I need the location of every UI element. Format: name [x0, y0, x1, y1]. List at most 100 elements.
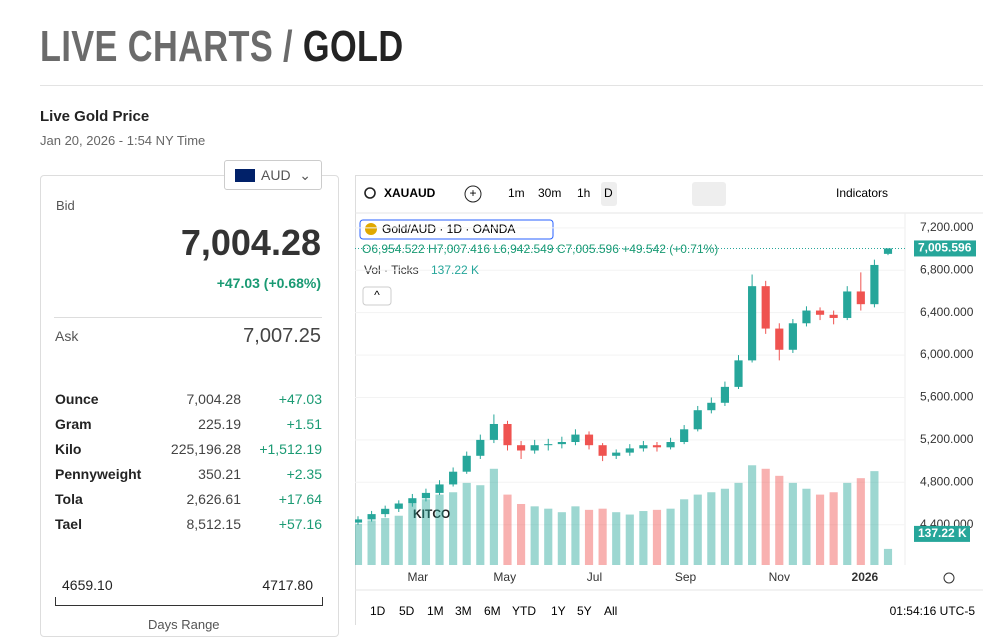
volume-bar	[870, 471, 878, 565]
interval[interactable]: 1m	[508, 186, 525, 200]
x-tick-label: May	[493, 570, 516, 584]
volume-bar	[653, 510, 661, 565]
volume-bar	[721, 489, 729, 565]
interval[interactable]: D	[604, 186, 613, 200]
unit-change: +1.51	[287, 416, 322, 432]
clock: 01:54:16 UTC-5	[890, 604, 976, 618]
candle-body	[748, 286, 756, 360]
volume-bar	[368, 520, 376, 565]
currency: AUD	[261, 167, 291, 183]
candle-body	[571, 435, 579, 442]
range-button[interactable]: 6M	[484, 604, 501, 618]
candle-body	[680, 429, 688, 442]
symbol[interactable]: XAUAUD	[384, 186, 436, 200]
volume-bar	[435, 495, 443, 565]
candle-body	[857, 291, 865, 304]
volume-bar	[707, 492, 715, 565]
range-button[interactable]: 5Y	[577, 604, 592, 618]
candle-body	[612, 453, 620, 456]
bid-label: Bid	[56, 198, 75, 213]
settings-icon[interactable]	[944, 573, 954, 583]
y-tick-label: 6,400.000	[920, 305, 974, 319]
gold-icon	[365, 223, 377, 235]
volume-bar	[503, 495, 511, 565]
candle-body	[395, 504, 403, 509]
volume-bar	[517, 504, 525, 565]
add-plus: +	[469, 186, 476, 200]
candle-body	[721, 387, 729, 403]
volume-bar	[408, 504, 416, 565]
interval[interactable]: 1h	[577, 186, 590, 200]
title-part: GOLD	[303, 22, 404, 71]
volume-bar	[355, 524, 362, 565]
candle-body	[368, 514, 376, 519]
ohlc: O6,954.522 H7,007.416 L6,942.549 C7,005.…	[362, 242, 718, 256]
unit-change: +1,512.19	[259, 441, 322, 457]
unit-name: Kilo	[55, 441, 81, 457]
unit-name: Pennyweight	[55, 466, 141, 482]
volume-bar	[449, 492, 457, 565]
range-button[interactable]: 1Y	[551, 604, 566, 618]
volume-bar	[666, 509, 674, 565]
divider	[40, 85, 983, 86]
range-high: 4717.80	[262, 577, 313, 593]
candle-body	[789, 323, 797, 350]
volume-bar	[802, 489, 810, 565]
volume-bar	[422, 499, 430, 565]
unit-price: 2,626.61	[187, 491, 242, 507]
volume-bar	[884, 549, 892, 565]
x-tick-label: Jul	[587, 570, 602, 584]
candle-body	[707, 403, 715, 410]
watermark: KITCO	[413, 507, 450, 521]
chart: XAUAUD + Indicators Gold/AUD · 1D · OAND…	[355, 175, 983, 625]
range-button[interactable]: 1M	[427, 604, 444, 618]
volume-bar	[558, 512, 566, 565]
candle-body	[830, 315, 838, 318]
candle-body	[544, 444, 552, 445]
candle-body	[694, 410, 702, 429]
candle-type-bg[interactable]	[692, 182, 726, 206]
x-tick-label: 2026	[852, 570, 879, 584]
range-button[interactable]: 5D	[399, 604, 415, 618]
candle-body	[816, 311, 824, 315]
volume-bar	[544, 509, 552, 565]
series-name: Gold/AUD · 1D · OANDA	[382, 222, 515, 236]
divider	[54, 317, 322, 318]
y-tick-label: 6,000.000	[920, 347, 974, 361]
volume-bar	[694, 495, 702, 565]
candle-body	[517, 445, 525, 450]
indicators[interactable]: Indicators	[836, 186, 888, 200]
volume-bar	[843, 483, 851, 565]
volume-bar	[639, 511, 647, 565]
unit-price: 7,004.28	[187, 391, 242, 407]
candle-body	[476, 440, 484, 456]
candle-body	[775, 329, 783, 350]
candle-body	[626, 448, 634, 452]
y-tick-label: 7,200.000	[920, 220, 974, 234]
volume-bar	[680, 499, 688, 565]
volume-bar	[395, 516, 403, 565]
candle-body	[599, 445, 607, 456]
range-button[interactable]: 3M	[455, 604, 472, 618]
interval[interactable]: 30m	[538, 186, 561, 200]
subtitle: Live Gold Price	[40, 108, 149, 125]
unit-price: 350.21	[198, 466, 241, 482]
search-icon[interactable]	[365, 188, 375, 198]
range-button[interactable]: All	[604, 604, 617, 618]
volume-bar	[571, 506, 579, 565]
range-button[interactable]: YTD	[512, 604, 536, 618]
candle-body	[666, 442, 674, 447]
volume-bar	[585, 510, 593, 565]
unit-price: 8,512.15	[187, 516, 242, 532]
volume-bar	[734, 483, 742, 565]
unit-name: Tola	[55, 491, 83, 507]
range-low: 4659.10	[62, 577, 113, 593]
range-button[interactable]: 1D	[370, 604, 386, 618]
candle-body	[843, 291, 851, 318]
volume-bar	[476, 485, 484, 565]
currency-select[interactable]: AUD⌄	[224, 160, 322, 190]
unit-name: Tael	[55, 516, 82, 532]
candle-body	[422, 493, 430, 498]
candle-body	[381, 509, 389, 514]
